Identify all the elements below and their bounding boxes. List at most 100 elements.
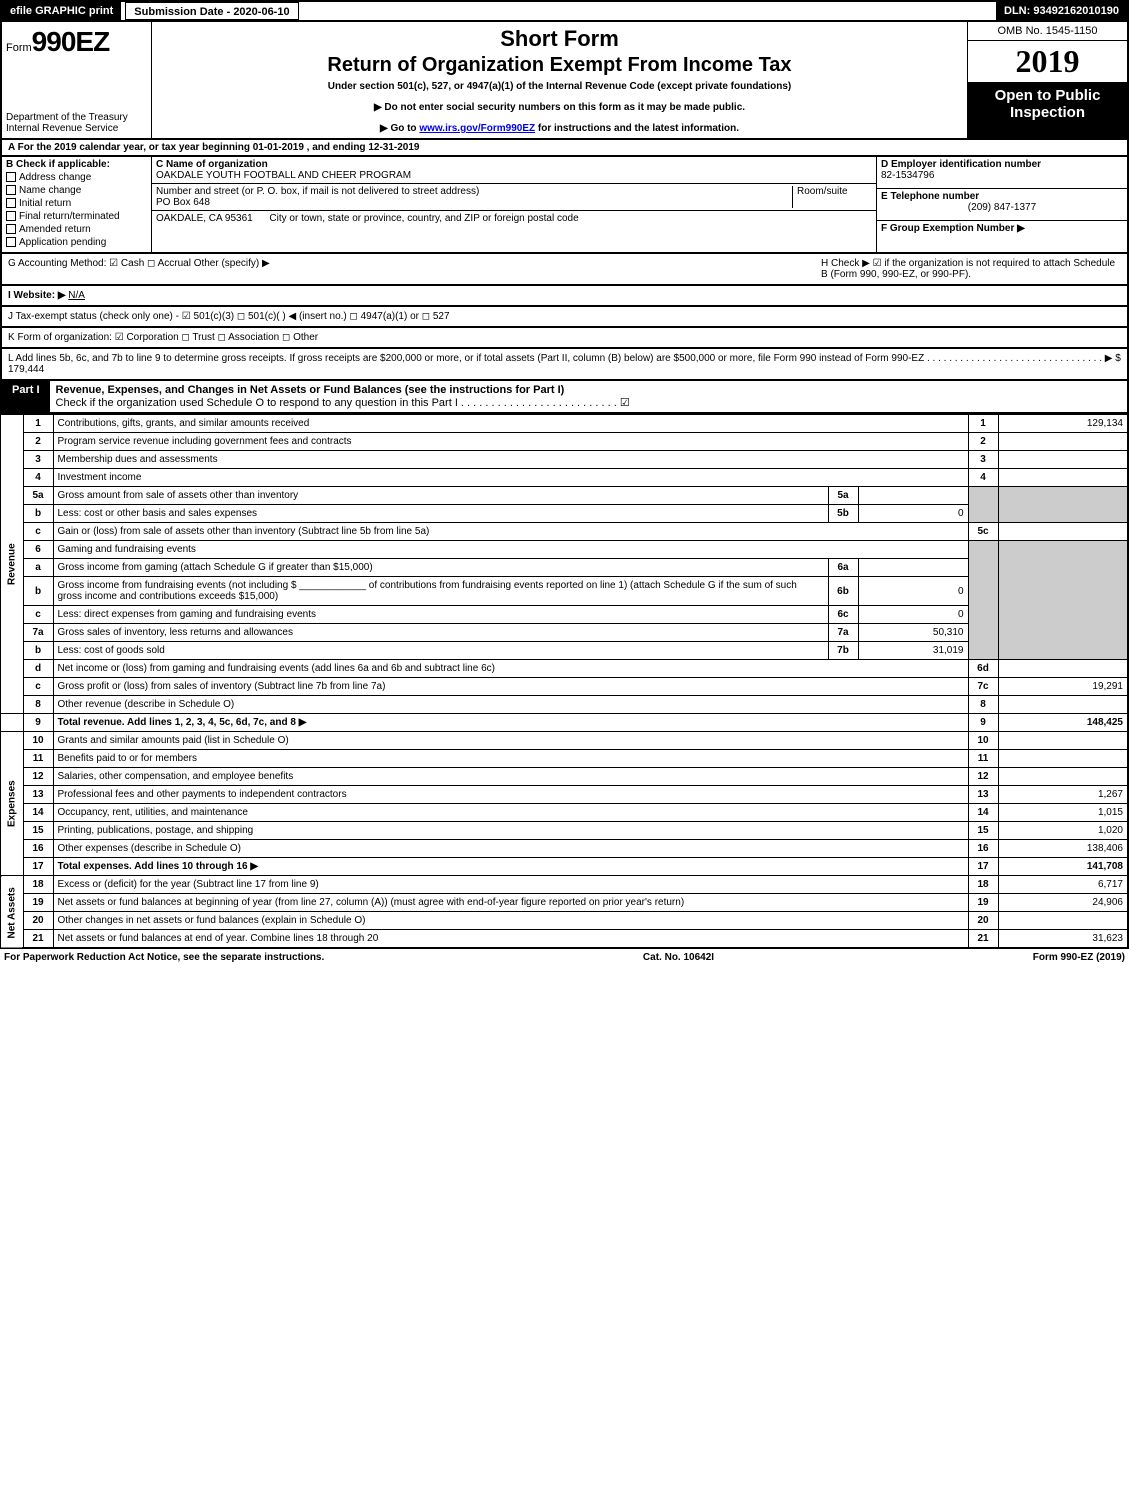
line-a: A For the 2019 calendar year, or tax yea…	[0, 140, 1129, 157]
table-row: Expenses 10 Grants and similar amounts p…	[1, 732, 1128, 750]
table-row: 3 Membership dues and assessments 3	[1, 451, 1128, 469]
desc: Printing, publications, postage, and shi…	[53, 822, 968, 840]
header-mid: Short Form Return of Organization Exempt…	[152, 22, 967, 138]
desc: Contributions, gifts, grants, and simila…	[53, 415, 968, 433]
footer-mid: Cat. No. 10642I	[643, 952, 714, 963]
addr-val: PO Box 648	[156, 197, 792, 208]
desc: Professional fees and other payments to …	[53, 786, 968, 804]
mid-val: 31,019	[858, 642, 968, 660]
table-row: 19 Net assets or fund balances at beginn…	[1, 894, 1128, 912]
box-d: D Employer identification number 82-1534…	[877, 157, 1127, 189]
num: 17	[968, 858, 998, 876]
chk-label: Amended return	[19, 224, 91, 235]
chk-label: Initial return	[19, 198, 71, 209]
efile-print-button[interactable]: efile GRAPHIC print	[2, 2, 123, 20]
desc: Excess or (deficit) for the year (Subtra…	[53, 876, 968, 894]
val: 31,623	[998, 930, 1128, 949]
desc: Gross income from fundraising events (no…	[53, 577, 828, 606]
chk-final-return[interactable]: Final return/terminated	[6, 211, 147, 222]
ln: b	[23, 505, 53, 523]
desc: Other revenue (describe in Schedule O)	[53, 696, 968, 714]
table-row: 7a Gross sales of inventory, less return…	[1, 624, 1128, 642]
phone-label: E Telephone number	[881, 191, 979, 202]
desc: Net assets or fund balances at beginning…	[53, 894, 968, 912]
desc: Net assets or fund balances at end of ye…	[53, 930, 968, 949]
city-val: OAKDALE, CA 95361	[156, 213, 253, 224]
ln: 18	[23, 876, 53, 894]
chk-address-change[interactable]: Address change	[6, 172, 147, 183]
box-c: C Name of organization OAKDALE YOUTH FOO…	[152, 157, 877, 252]
ln: 16	[23, 840, 53, 858]
table-row: 8 Other revenue (describe in Schedule O)…	[1, 696, 1128, 714]
side-revenue: Revenue	[1, 415, 23, 714]
num: 9	[968, 714, 998, 732]
desc: Net income or (loss) from gaming and fun…	[53, 660, 968, 678]
ln: 21	[23, 930, 53, 949]
num: 16	[968, 840, 998, 858]
desc: Gross amount from sale of assets other t…	[53, 487, 828, 505]
table-row: 16 Other expenses (describe in Schedule …	[1, 840, 1128, 858]
dept2: Internal Revenue Service	[6, 123, 147, 134]
desc: Less: direct expenses from gaming and fu…	[53, 606, 828, 624]
num: 7c	[968, 678, 998, 696]
ln: 3	[23, 451, 53, 469]
val	[998, 660, 1128, 678]
box-e: E Telephone number (209) 847-1377	[877, 189, 1127, 221]
val	[998, 732, 1128, 750]
val	[998, 912, 1128, 930]
ln: 10	[23, 732, 53, 750]
chk-name-change[interactable]: Name change	[6, 185, 147, 196]
table-row: d Net income or (loss) from gaming and f…	[1, 660, 1128, 678]
note-goto: ▶ Go to www.irs.gov/Form990EZ for instru…	[160, 123, 959, 134]
ln: c	[23, 606, 53, 624]
ln: a	[23, 559, 53, 577]
ln: 9	[23, 714, 53, 732]
num: 13	[968, 786, 998, 804]
line-g-h: G Accounting Method: ☑ Cash ◻ Accrual Ot…	[0, 254, 1129, 286]
header-right: OMB No. 1545-1150 2019 Open to Public In…	[967, 22, 1127, 138]
chk-application-pending[interactable]: Application pending	[6, 237, 147, 248]
num: 18	[968, 876, 998, 894]
chk-initial-return[interactable]: Initial return	[6, 198, 147, 209]
city-label: City or town, state or province, country…	[269, 213, 578, 224]
chk-amended-return[interactable]: Amended return	[6, 224, 147, 235]
box-def: D Employer identification number 82-1534…	[877, 157, 1127, 252]
table-row: 14 Occupancy, rent, utilities, and maint…	[1, 804, 1128, 822]
ln: 11	[23, 750, 53, 768]
desc: Membership dues and assessments	[53, 451, 968, 469]
ln: 8	[23, 696, 53, 714]
num: 14	[968, 804, 998, 822]
val	[998, 469, 1128, 487]
org-name: OAKDALE YOUTH FOOTBALL AND CHEER PROGRAM	[156, 170, 872, 181]
table-row: 6 Gaming and fundraising events	[1, 541, 1128, 559]
val	[998, 750, 1128, 768]
shade	[998, 487, 1128, 523]
desc: Salaries, other compensation, and employ…	[53, 768, 968, 786]
phone-val: (209) 847-1377	[881, 202, 1123, 213]
ein-label: D Employer identification number	[881, 159, 1041, 170]
box-b-label: B Check if applicable:	[6, 159, 110, 170]
mid-ln: 6a	[828, 559, 858, 577]
ln: 5a	[23, 487, 53, 505]
section-bcdef: B Check if applicable: Address change Na…	[0, 157, 1129, 254]
irs-link[interactable]: www.irs.gov/Form990EZ	[419, 123, 535, 134]
subtitle: Under section 501(c), 527, or 4947(a)(1)…	[160, 81, 959, 92]
mid-ln: 7b	[828, 642, 858, 660]
table-row: 20 Other changes in net assets or fund b…	[1, 912, 1128, 930]
footer-right: Form 990-EZ (2019)	[1033, 952, 1125, 963]
short-form-title: Short Form	[160, 26, 959, 52]
table-row: 21 Net assets or fund balances at end of…	[1, 930, 1128, 949]
desc: Gross sales of inventory, less returns a…	[53, 624, 828, 642]
table-row: 4 Investment income 4	[1, 469, 1128, 487]
org-name-row: C Name of organization OAKDALE YOUTH FOO…	[152, 157, 876, 184]
mid-ln: 7a	[828, 624, 858, 642]
val: 24,906	[998, 894, 1128, 912]
chk-label: Final return/terminated	[19, 211, 120, 222]
shade	[968, 487, 998, 523]
chk-label: Name change	[19, 185, 81, 196]
table-row: c Gross profit or (loss) from sales of i…	[1, 678, 1128, 696]
desc: Program service revenue including govern…	[53, 433, 968, 451]
val: 129,134	[998, 415, 1128, 433]
desc: Total revenue. Add lines 1, 2, 3, 4, 5c,…	[53, 714, 968, 732]
ln: 1	[23, 415, 53, 433]
